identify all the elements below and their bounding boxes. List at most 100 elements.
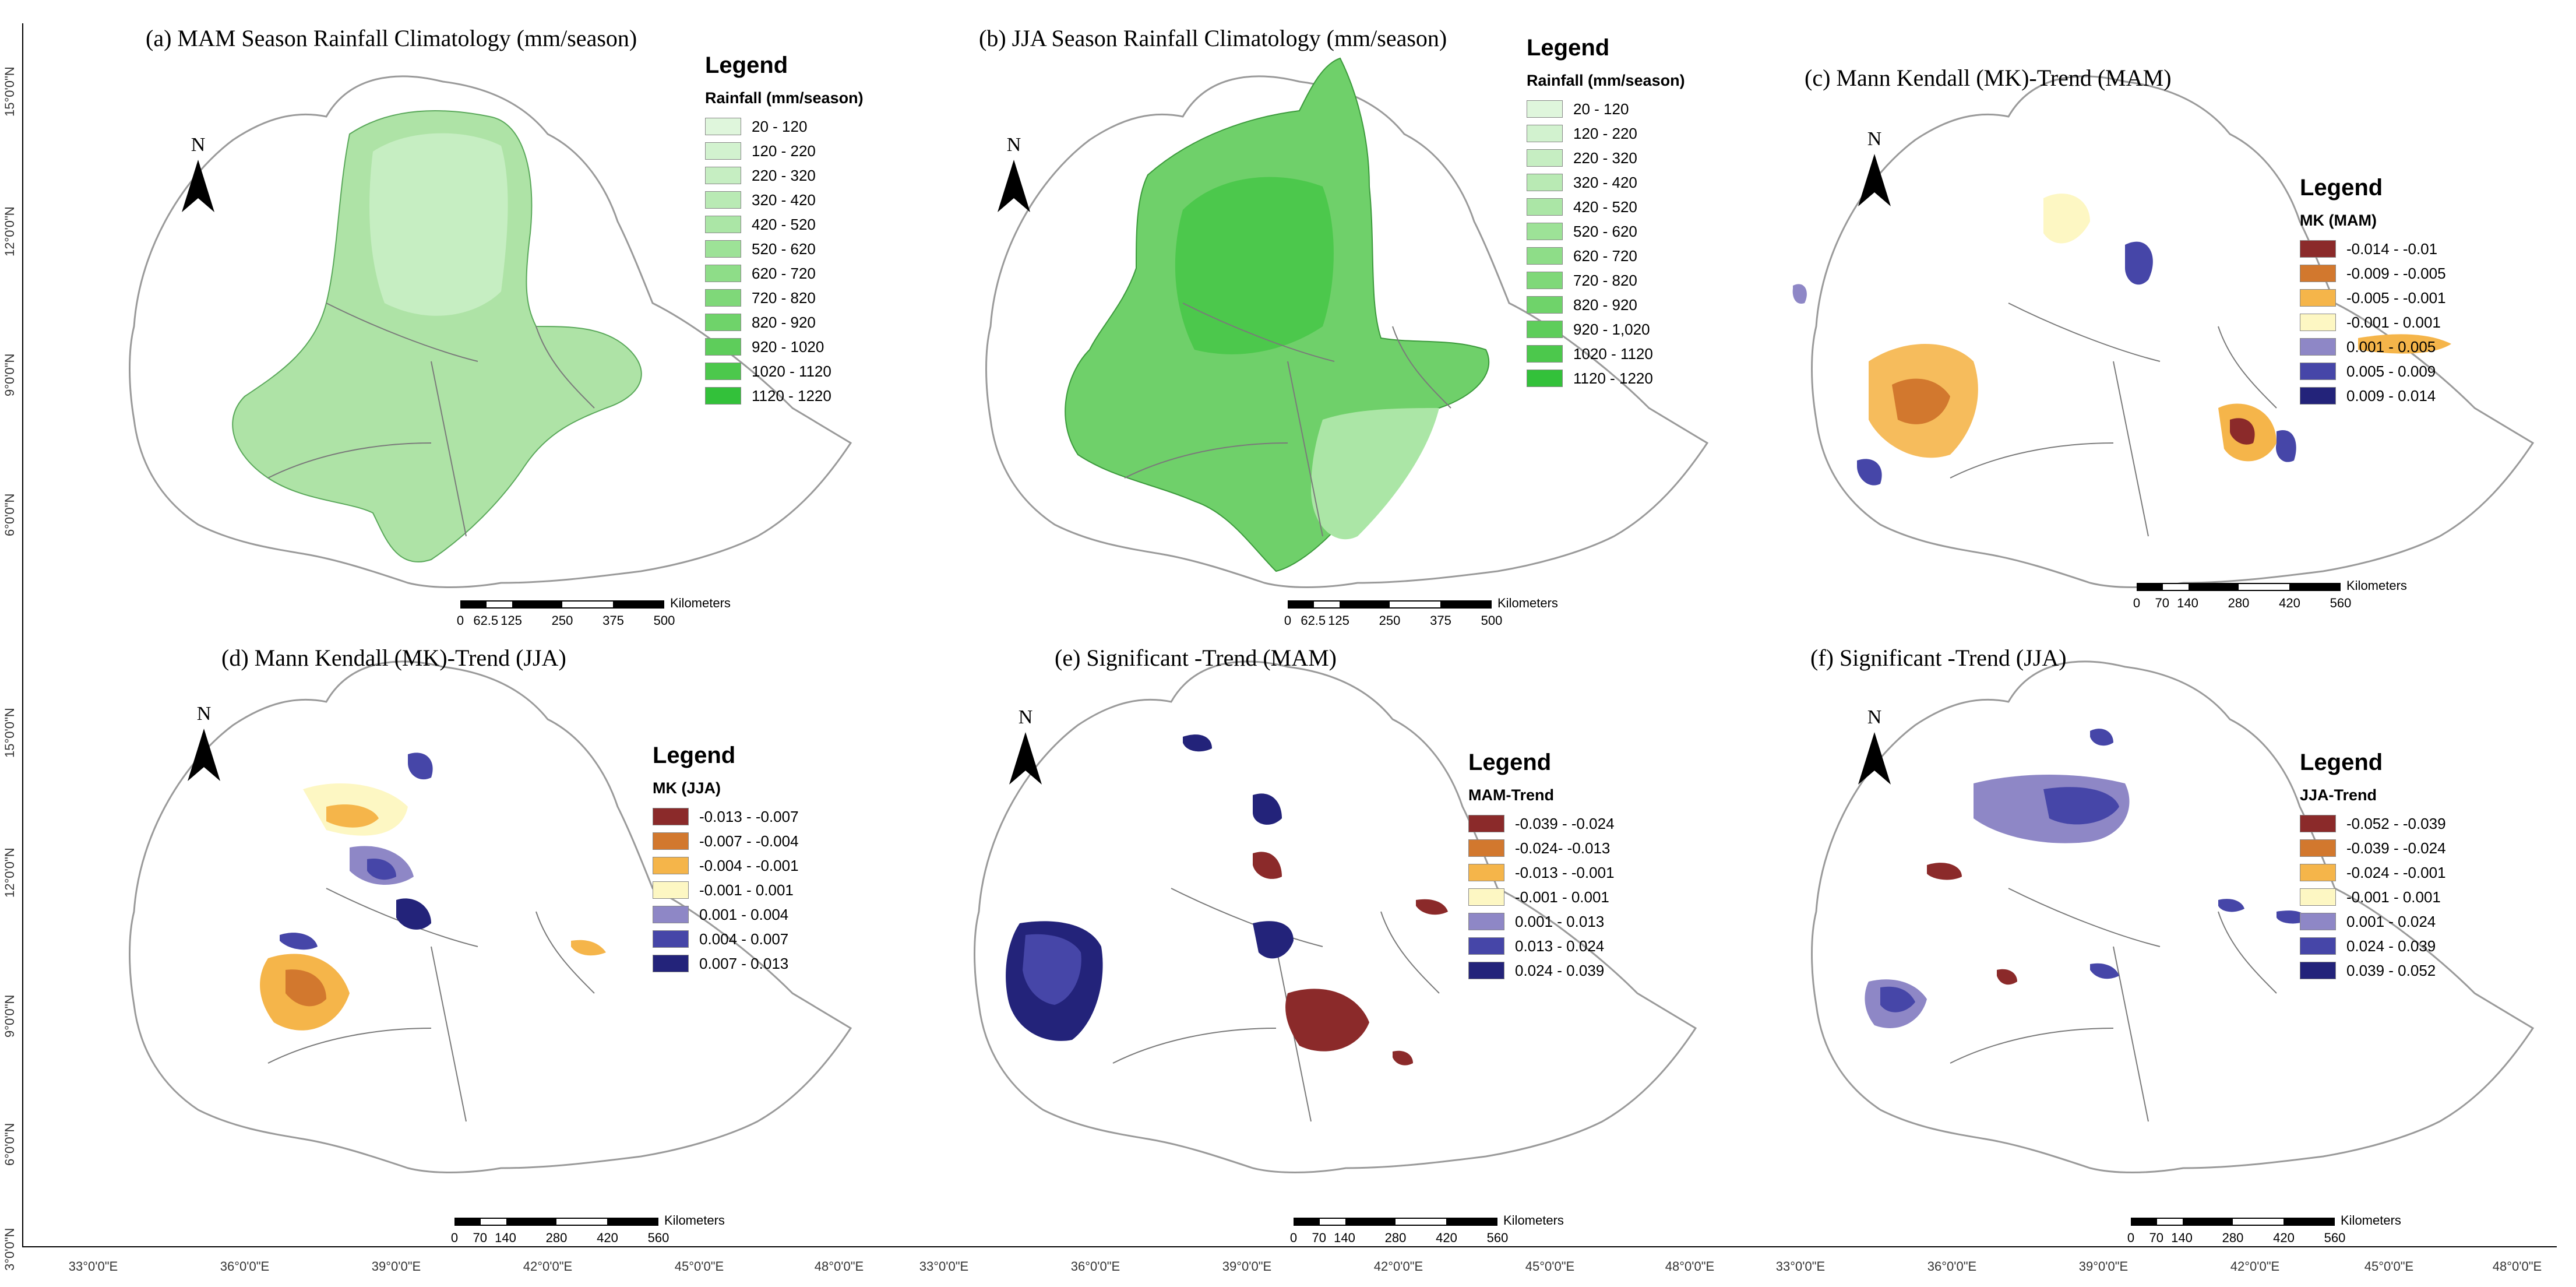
legend-swatch [705,240,741,258]
panel-title-a: (a) MAM Season Rainfall Climatology (mm/… [146,25,637,51]
legend-item: 1020 - 1120 [705,359,864,384]
lat-label-12: 12°0'0"N [2,206,17,256]
legend-swatch [2300,338,2336,356]
scale-bar-track [1288,600,1492,609]
north-arrow-icon [1874,154,1891,206]
legend-item: 0.001 - 0.024 [2300,909,2446,934]
scale-bar-segment [1339,602,1390,607]
scale-bar-segment [2132,1219,2158,1225]
lon-label-33-b: 33°0'0"E [919,1259,969,1274]
legend-title-e: Legend [1468,750,1552,775]
lat-label-15b: 15°0'0"N [2,708,17,758]
lat-label-6b: 6°0'0"N [2,1123,17,1166]
north-arrow-icon [204,729,220,781]
legend-item: -0.001 - 0.001 [2300,885,2446,909]
legend-swatch [1527,370,1563,387]
scale-bar-tick-label: 280 [1384,1230,1407,1245]
legend-label: -0.001 - 0.001 [2346,888,2441,906]
panel-a: (a) MAM Season Rainfall Climatology (mm/… [23,0,882,644]
panel-f: (f) Significant -Trend (JJA) N Legend JJ… [1717,644,2576,1287]
lon-label-33: 33°0'0"E [68,1259,118,1274]
scale-bar-segment [607,1219,657,1225]
legend-label: 220 - 320 [1573,149,1637,167]
legend-swatch [1527,296,1563,314]
legend-label: -0.014 - -0.01 [2346,240,2438,258]
legend-swatch [2300,962,2336,979]
legend-swatch [1468,962,1504,979]
legend-label: 520 - 620 [1573,222,1637,240]
scale-bar-tick-label: 560 [2324,1230,2346,1245]
country-outline-a [129,75,852,588]
admin-boundaries-c [1950,303,2277,537]
lon-label-36-c: 36°0'0"E [1927,1259,1977,1274]
rainfall-highland-a [369,133,508,316]
scale-bar-unit: Kilometers [1497,596,1558,610]
panel-title-f: (f) Significant -Trend (JJA) [1810,645,2067,671]
scale-bar-segment [2283,1219,2334,1225]
scale-bar-tick-label: 140 [495,1230,516,1245]
legend-item: 120 - 220 [705,139,864,163]
legend-item: -0.001 - 0.001 [1468,885,1615,909]
scale-bar-tick-label: 0 [456,613,464,628]
north-arrow-icon [1026,732,1042,785]
legend-item: 920 - 1,020 [1527,317,1685,342]
legend-items-f: -0.052 - -0.039 -0.039 - -0.024 -0.024 - -… [2300,811,2446,983]
legend-swatch [1527,100,1563,118]
legend-label: 20 - 120 [1573,100,1629,118]
north-arrow-a: N [175,134,221,221]
legend-label: 920 - 1,020 [1573,320,1650,338]
legend-swatch [705,387,741,405]
legend-label: 420 - 520 [752,215,816,233]
scale-bar-segment [1396,1219,1446,1225]
lon-label-39: 39°0'0"E [371,1259,421,1274]
legend-item: 220 - 320 [1527,146,1685,170]
legend-item: 720 - 820 [705,286,864,310]
scale-bar-tick-label: 125 [501,613,522,628]
left-axis-line [22,23,23,1247]
map-e [974,660,1697,1173]
scale-bar-tick-label: 420 [1436,1230,1457,1245]
scale-bar-tick-label: 70 [473,1230,487,1245]
legend-label: 620 - 720 [1573,247,1637,265]
lon-label-42-c: 42°0'0"E [2230,1259,2280,1274]
legend-title-f: Legend [2300,750,2383,775]
bottom-axis-line [22,1246,2557,1247]
legend-label: 1020 - 1120 [1573,344,1653,363]
scale-bar-tick-label: 62.5 [1301,613,1326,628]
north-arrow-icon [1874,732,1891,785]
legend-subtitle-e: MAM-Trend [1468,786,1554,804]
legend-label: 20 - 120 [752,117,808,135]
map-b [985,57,1709,588]
scale-bar-track [454,1218,658,1226]
legend-label: 620 - 720 [752,264,816,282]
legend-item: 0.005 - 0.009 [2300,359,2446,384]
lon-label-39-c: 39°0'0"E [2078,1259,2129,1274]
scale-bar-segment [1314,602,1340,607]
north-arrow-e: N [1002,706,1049,794]
legend-swatch [2300,888,2336,906]
trend-patches-d [260,752,606,1031]
scale-bar-segment [2138,584,2163,590]
north-arrow-c: N [1851,128,1898,216]
legend-swatch [1527,174,1563,191]
scale-bar-segment [2163,584,2189,590]
legend-label: 0.024 - 0.039 [2346,937,2436,955]
lat-label-15: 15°0'0"N [2,66,17,117]
legend-item: 120 - 220 [1527,121,1685,146]
scale-bar-segment [1390,602,1440,607]
rainfall-core-b [1175,177,1334,354]
legend-label: 820 - 920 [752,313,816,331]
admin-boundaries-a [267,303,595,537]
trend-patches-f [1865,729,2309,1028]
scale-bar-f: Kilometers 0 70 140 280 420 560 [2127,1213,2457,1258]
scale-bar-tick-label: 250 [1379,613,1401,628]
scale-bar-segment [487,602,512,607]
legend-swatch [1527,223,1563,240]
legend-item: -0.024- -0.013 [1468,836,1615,860]
scale-bar-unit: Kilometers [2341,1213,2401,1228]
legend-label: 220 - 320 [752,166,816,184]
legend-swatch [705,118,741,135]
legend-swatch [653,881,689,899]
legend-item: 720 - 820 [1527,268,1685,293]
legend-b: Legend Rainfall (mm/season) 20 - 120 120 … [1527,35,1685,391]
